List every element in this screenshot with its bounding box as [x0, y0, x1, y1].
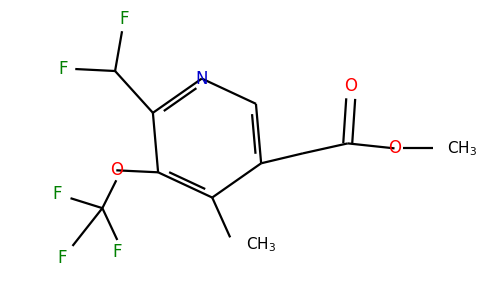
Text: F: F [58, 249, 67, 267]
Text: O: O [388, 140, 401, 158]
Text: F: F [113, 243, 122, 261]
Text: F: F [53, 185, 62, 203]
Text: CH$_3$: CH$_3$ [246, 235, 276, 254]
Text: N: N [196, 70, 208, 88]
Text: F: F [59, 60, 68, 78]
Text: CH$_3$: CH$_3$ [447, 139, 477, 158]
Text: F: F [119, 10, 129, 28]
Text: O: O [344, 77, 357, 95]
Text: O: O [110, 161, 123, 179]
